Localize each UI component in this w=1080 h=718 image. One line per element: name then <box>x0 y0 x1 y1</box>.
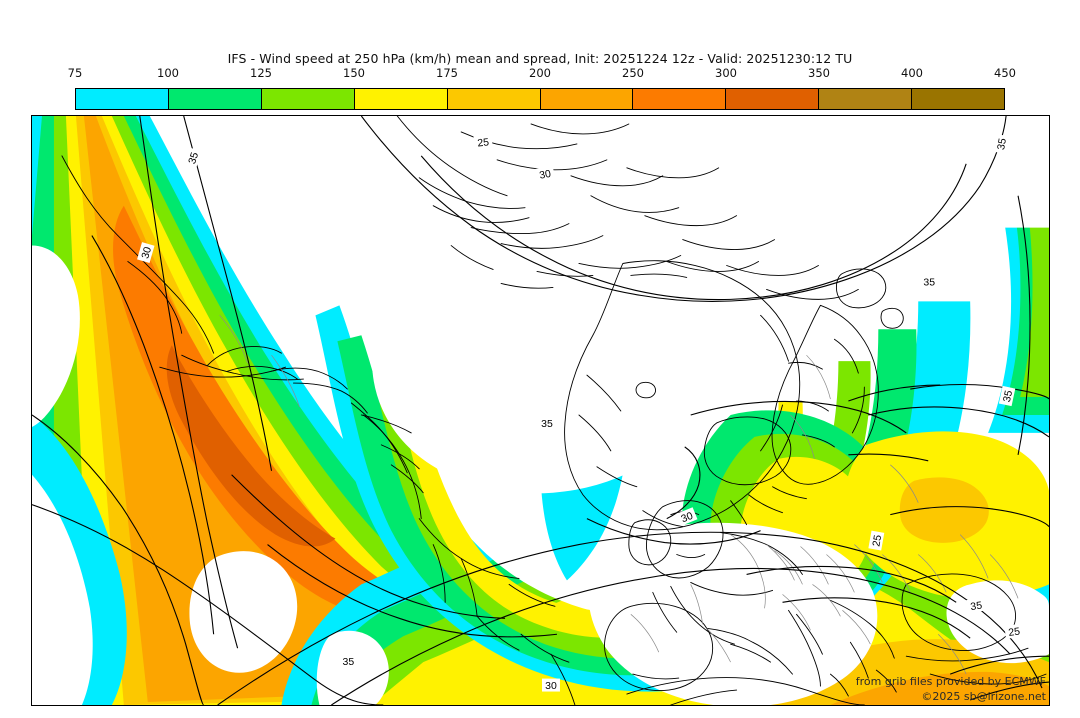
map-svg: 35 30 25 30 35 35 35 30 35 30 25 35 25 35 <box>32 116 1049 705</box>
contour-label: 30 <box>137 242 155 263</box>
colorbar-segment-75-100 <box>76 89 168 109</box>
spread-contours <box>32 116 1049 705</box>
contour-label: 25 <box>473 134 493 149</box>
colorbar-tick-450: 450 <box>994 66 1016 80</box>
svg-text:35: 35 <box>541 419 553 430</box>
colorbar-tick-400: 400 <box>901 66 923 80</box>
data-source-credit: from grib files provided by ECMWF <box>855 675 1046 688</box>
svg-text:35: 35 <box>343 657 355 668</box>
colorbar-segment-150-175 <box>353 89 447 109</box>
svg-text:30: 30 <box>680 511 695 526</box>
page-title: IFS - Wind speed at 250 hPa (km/h) mean … <box>227 51 853 66</box>
svg-text:35: 35 <box>187 151 201 166</box>
colorbar-segment-250-300 <box>632 89 726 109</box>
contour-label: 30 <box>675 507 698 527</box>
colorbar-segment-100-125 <box>167 89 261 109</box>
svg-text:35: 35 <box>923 277 935 288</box>
contour-label: 25 <box>868 530 885 551</box>
colorbar-tick-75: 75 <box>67 66 83 80</box>
svg-text:35: 35 <box>970 601 983 614</box>
svg-text:25: 25 <box>477 137 490 149</box>
colorbar-segment-200-250 <box>539 89 633 109</box>
contour-label: 25 <box>1004 623 1024 639</box>
contour-label: 35 <box>993 133 1010 154</box>
colorbar-segment-175-200 <box>446 89 540 109</box>
colorbar-tick-300: 300 <box>715 66 737 80</box>
colorbar-segment-300-350 <box>725 89 819 109</box>
contour-label: 30 <box>535 165 555 182</box>
colorbar <box>75 88 1005 110</box>
svg-text:35: 35 <box>996 137 1009 151</box>
svg-text:35: 35 <box>1002 389 1015 403</box>
contour-label: 35 <box>183 147 202 169</box>
colorbar-tick-250: 250 <box>622 66 644 80</box>
colorbar-tick-125: 125 <box>250 66 272 80</box>
contour-labels: 35 30 25 30 35 35 35 30 35 30 25 35 25 35 <box>137 133 1024 692</box>
coastlines <box>61 116 1047 705</box>
colorbar-segments <box>75 88 1005 110</box>
contour-label: 35 <box>998 385 1016 407</box>
svg-text:25: 25 <box>1008 626 1021 639</box>
windspeed-fill-bands <box>32 116 1049 705</box>
map-panel[interactable]: 35 30 25 30 35 35 35 30 35 30 25 35 25 35 <box>31 115 1050 706</box>
colorbar-tick-100: 100 <box>157 66 179 80</box>
contour-label: 30 <box>541 678 560 692</box>
svg-text:30: 30 <box>545 681 557 692</box>
colorbar-segment-400-450 <box>911 89 1005 109</box>
copyright-credit: ©2025 sb@irizone.net <box>921 690 1046 703</box>
colorbar-tick-175: 175 <box>436 66 458 80</box>
contour-label: 35 <box>538 416 556 430</box>
contour-label: 35 <box>339 654 358 668</box>
contour-label: 35 <box>920 274 939 288</box>
svg-text:25: 25 <box>871 534 884 548</box>
colorbar-tick-labels: 75 100 125 150 175 200 250 300 350 400 450 <box>0 66 1080 82</box>
svg-text:30: 30 <box>140 246 154 260</box>
colorbar-segment-125-150 <box>260 89 354 109</box>
svg-text:30: 30 <box>539 169 553 182</box>
colorbar-tick-350: 350 <box>808 66 830 80</box>
colorbar-tick-150: 150 <box>343 66 365 80</box>
contour-label: 35 <box>966 597 986 614</box>
colorbar-tick-200: 200 <box>529 66 551 80</box>
colorbar-segment-350-400 <box>818 89 912 109</box>
